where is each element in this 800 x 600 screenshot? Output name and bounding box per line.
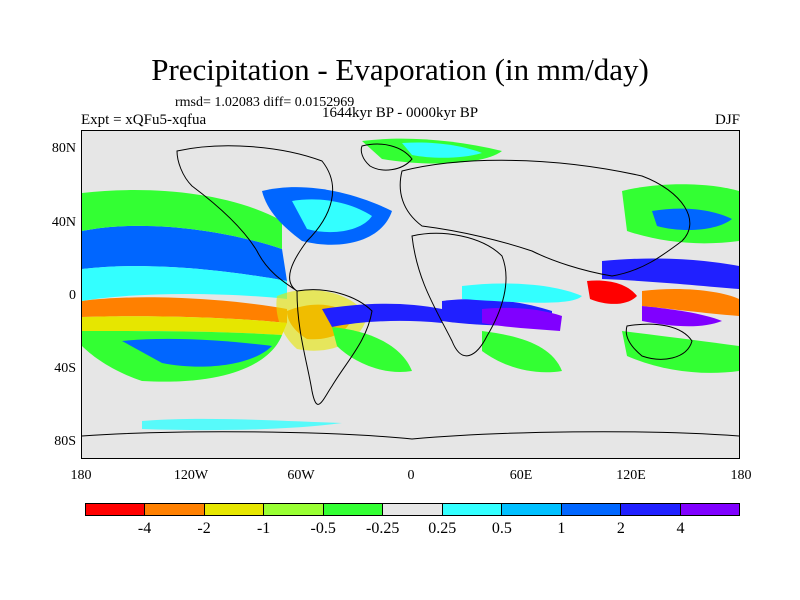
lat-label-80n: 80N [51, 141, 76, 156]
field-nw-pacific-blue [652, 208, 732, 231]
colorbar-label: -4 [137, 520, 152, 537]
colorbar-box [502, 504, 562, 515]
lon-label-60e: 60E [509, 468, 533, 483]
field-atlantic-blue [322, 303, 442, 327]
coast-antarctica [82, 431, 739, 440]
field-arctic-cyan [402, 142, 482, 158]
field-west-pacific-blue [602, 258, 739, 289]
lat-label-40s: 40S [54, 361, 76, 376]
pe-anomaly-map [82, 138, 739, 440]
colorbar-box [145, 504, 205, 515]
coast-australia [625, 323, 693, 360]
period-text: 1644kyr BP - 0000kyr BP [322, 105, 479, 121]
plot-title: Precipitation - Evaporation (in mm/day) [151, 52, 649, 87]
lon-label-180e: 180 [730, 468, 752, 483]
field-pacific-blue-band [82, 225, 287, 281]
lon-label-60w: 60W [287, 468, 315, 483]
colorbar-box [383, 504, 443, 515]
field-south-pacific-green [622, 331, 739, 373]
season-label: DJF [714, 112, 740, 128]
coast-africa [411, 232, 507, 357]
field-west-pacific-violet [642, 306, 722, 327]
field-maritime-orange [642, 288, 739, 316]
lat-label-eq: 0 [69, 288, 76, 303]
colorbar-label: -0.25 [366, 520, 400, 537]
lon-label-180w: 180 [70, 468, 92, 483]
lon-label-0: 0 [407, 468, 415, 483]
colorbar-box [621, 504, 681, 515]
lon-label-120e: 120E [616, 468, 646, 483]
continent-outlines [82, 143, 739, 440]
colorbar-box [204, 504, 265, 515]
colorbar-labels: -4 -2 -1 -0.5 -0.25 0.25 0.5 1 2 4 [85, 520, 740, 542]
field-south-indian-green [482, 331, 562, 373]
field-indian-violet [482, 307, 562, 331]
colorbar-label: 2 [616, 520, 625, 537]
field-pacific-green-north [82, 190, 282, 249]
coast-north-america [176, 145, 334, 292]
colorbar-label: -1 [256, 520, 271, 537]
coast-eurasia [399, 159, 691, 277]
field-southern-ocean-cyan [142, 418, 342, 431]
colorbar-label: -2 [197, 520, 211, 537]
field-pacific-yellow-band [82, 316, 287, 335]
colorbar-label: 1 [557, 520, 566, 537]
colorbar-box [264, 504, 324, 515]
experiment-label: Expt = xQFu5-xqfua [81, 112, 207, 128]
coast-greenland [360, 143, 413, 171]
colorbar-box [323, 504, 384, 515]
field-atlantic-green [332, 327, 412, 372]
field-pacific-south-blue [122, 338, 272, 367]
stats-text: rmsd= 1.02083 diff= 0.0152969 [175, 95, 355, 110]
colorbar-label: -0.5 [310, 520, 336, 537]
map-panel [81, 130, 740, 459]
colorbar-box [86, 504, 146, 515]
colorbar-label: 0.25 [428, 520, 457, 537]
field-maritime-red [587, 280, 637, 304]
colorbar-box [561, 504, 622, 515]
lat-label-40n: 40N [51, 215, 76, 230]
coast-south-america [296, 289, 373, 405]
colorbar [85, 503, 740, 516]
colorbar-box [442, 504, 503, 515]
lat-label-80s: 80S [54, 434, 76, 449]
field-north-atlantic-cyan [292, 199, 372, 233]
colorbar-label: 4 [676, 520, 685, 537]
colorbar-box [680, 504, 739, 515]
colorbar-label: 0.5 [491, 520, 512, 537]
lon-label-120w: 120W [173, 468, 209, 483]
field-pacific-warm-band [82, 297, 287, 323]
field-pacific-cyan-north [82, 266, 287, 301]
field-indian-cyan [462, 283, 582, 303]
